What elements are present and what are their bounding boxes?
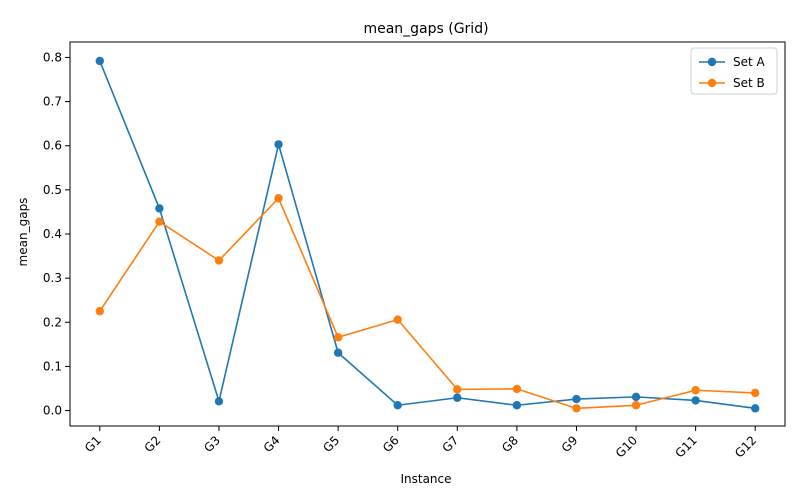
legend-label: Set A (733, 55, 766, 69)
data-point (751, 388, 760, 398)
data-point (155, 204, 164, 213)
data-point (691, 396, 700, 405)
data-point (214, 397, 224, 406)
data-point (631, 392, 641, 402)
y-tick-label: 0.1 (43, 359, 62, 373)
y-tick-label: 0.2 (43, 315, 62, 329)
series-line-set-a (99, 60, 756, 410)
data-point (512, 384, 522, 394)
data-point (393, 401, 402, 410)
y-axis-label: mean_gaps (16, 198, 30, 267)
data-point (572, 404, 581, 413)
legend-marker (707, 57, 717, 67)
legend-label: Set B (733, 76, 765, 90)
data-point (333, 333, 343, 342)
data-point (453, 385, 462, 394)
data-point (95, 307, 104, 316)
y-tick-label: 0.3 (43, 271, 62, 285)
legend: Set A Set B (690, 47, 778, 95)
data-point (512, 401, 522, 410)
legend-marker (707, 78, 717, 88)
data-point (155, 217, 164, 226)
y-tick-label: 0.7 (43, 95, 62, 109)
y-tick-label: 0.5 (43, 183, 62, 197)
series-line-set-b (99, 197, 756, 410)
data-point (453, 393, 462, 402)
plot-area: 0.00.10.20.30.40.50.60.70.8G1 G2 G3 G4 G5 G6 G… (43, 41, 786, 461)
y-tick-label: 0.0 (43, 404, 62, 418)
plot-frame (69, 41, 786, 427)
data-point (631, 401, 641, 410)
data-point (393, 315, 402, 324)
data-point (751, 404, 760, 413)
x-axis-label: Instance (400, 472, 451, 486)
y-tick-label: 0.8 (43, 50, 62, 64)
data-point (572, 394, 581, 404)
data-point (274, 194, 283, 203)
y-tick-label: 0.4 (43, 227, 62, 241)
y-tick-label: 0.6 (43, 139, 62, 153)
data-point (333, 348, 343, 357)
data-point (95, 56, 104, 66)
data-point (691, 386, 700, 395)
data-point (214, 256, 224, 265)
data-point (274, 140, 283, 149)
chart-title: mean_gaps (Grid) (363, 21, 488, 37)
